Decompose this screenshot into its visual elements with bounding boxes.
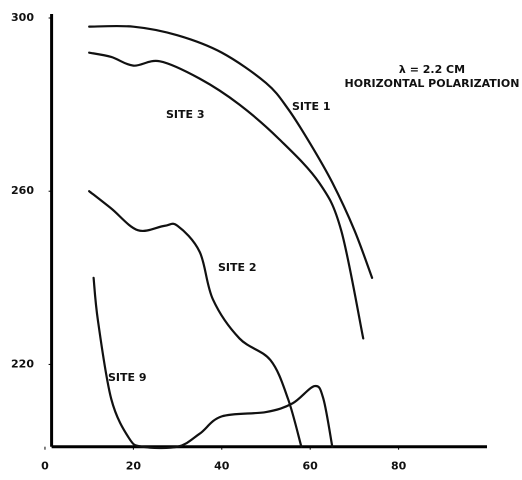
line bbox=[88, 51, 365, 340]
line bbox=[92, 276, 334, 450]
y-tick-label: 260 bbox=[11, 184, 34, 197]
line bbox=[88, 190, 303, 448]
x-tick-label: 60 bbox=[303, 460, 319, 473]
annotation: HORIZONTAL POLARIZATION bbox=[345, 77, 520, 90]
x-tick-label: 20 bbox=[126, 460, 142, 473]
x-tick-label: 80 bbox=[391, 460, 407, 473]
y-tick-label: 300 bbox=[11, 11, 34, 24]
line bbox=[88, 24, 374, 279]
x-tick-label: 0 bbox=[41, 460, 49, 473]
series-label: SITE 1 bbox=[292, 100, 331, 113]
series-label: SITE 9 bbox=[108, 371, 147, 384]
x-tick-label: 40 bbox=[214, 460, 230, 473]
series-label: SITE 2 bbox=[218, 261, 257, 274]
annotation: λ = 2.2 CM bbox=[399, 63, 465, 76]
y-tick-label: 220 bbox=[11, 357, 34, 370]
series-label: SITE 3 bbox=[166, 108, 205, 121]
